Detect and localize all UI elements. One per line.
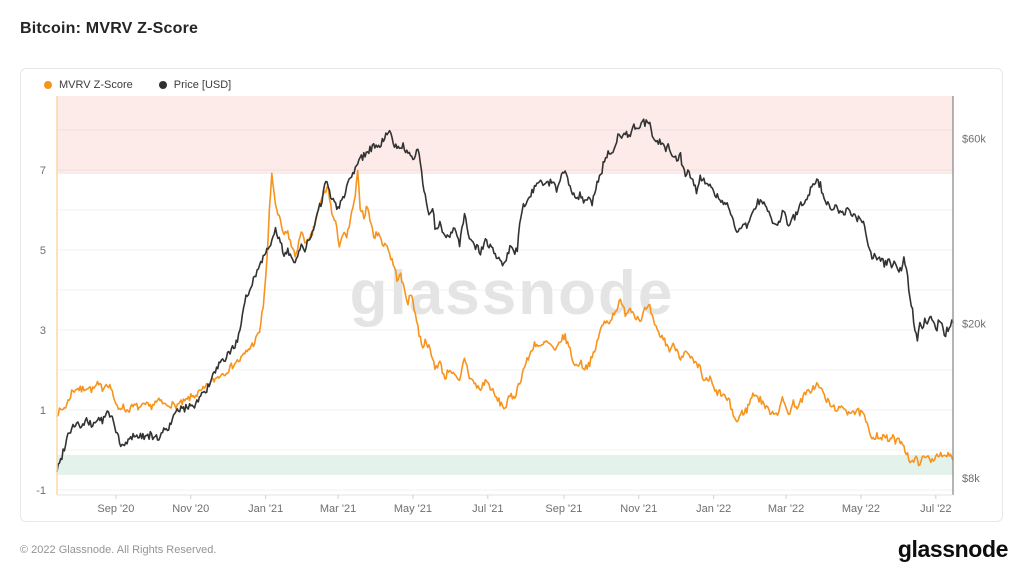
x-axis-tick-label: Jul '22 — [920, 503, 951, 515]
left-axis-tick-label: -1 — [36, 485, 46, 497]
x-axis-tick-label: Jan '22 — [696, 503, 731, 515]
legend-label-price: Price [USD] — [173, 79, 232, 91]
x-axis-tick-label: May '22 — [842, 503, 880, 515]
price-line — [56, 118, 954, 473]
left-axis-tick-label: 7 — [40, 165, 46, 177]
x-axis-tick-label: Mar '21 — [320, 503, 356, 515]
page-title: Bitcoin: MVRV Z-Score — [20, 20, 199, 37]
x-axis-tick-label: Nov '20 — [172, 503, 209, 515]
undervalued-band — [57, 455, 953, 475]
x-axis-tick-label: May '21 — [394, 503, 432, 515]
left-axis-tick-label: 3 — [40, 325, 46, 337]
mvrv-zscore-line — [56, 169, 954, 467]
mvrv-series-dot-icon — [44, 81, 52, 89]
x-axis-tick-label: Nov '21 — [620, 503, 657, 515]
overvalued-band — [57, 96, 953, 174]
right-axis-tick-label: $8k — [962, 473, 980, 485]
right-axis-tick-label: $60k — [962, 133, 986, 145]
copyright-text: © 2022 Glassnode. All Rights Reserved. — [20, 544, 217, 556]
x-axis-tick-label: Jul '21 — [472, 503, 503, 515]
glassnode-logo[interactable]: glassnode — [897, 536, 1009, 562]
right-axis-tick-label: $20k — [962, 319, 986, 331]
chart-legend: MVRV Z-Score Price [USD] — [44, 79, 231, 91]
left-axis-tick-label: 1 — [40, 405, 46, 417]
x-axis-tick-label: Sep '20 — [97, 503, 134, 515]
left-axis-tick-label: 5 — [40, 245, 46, 257]
price-series-dot-icon — [158, 81, 167, 89]
legend-item-mvrv[interactable]: MVRV Z-Score — [44, 79, 133, 91]
x-axis-tick-label: Jan '21 — [248, 503, 283, 515]
legend-item-price[interactable]: Price [USD] — [158, 79, 232, 91]
legend-label-mvrv: MVRV Z-Score — [59, 79, 133, 91]
x-axis-tick-label: Sep '21 — [545, 503, 582, 515]
glassnode-watermark: glassnode — [350, 259, 675, 328]
x-axis-tick-label: Mar '22 — [768, 503, 804, 515]
